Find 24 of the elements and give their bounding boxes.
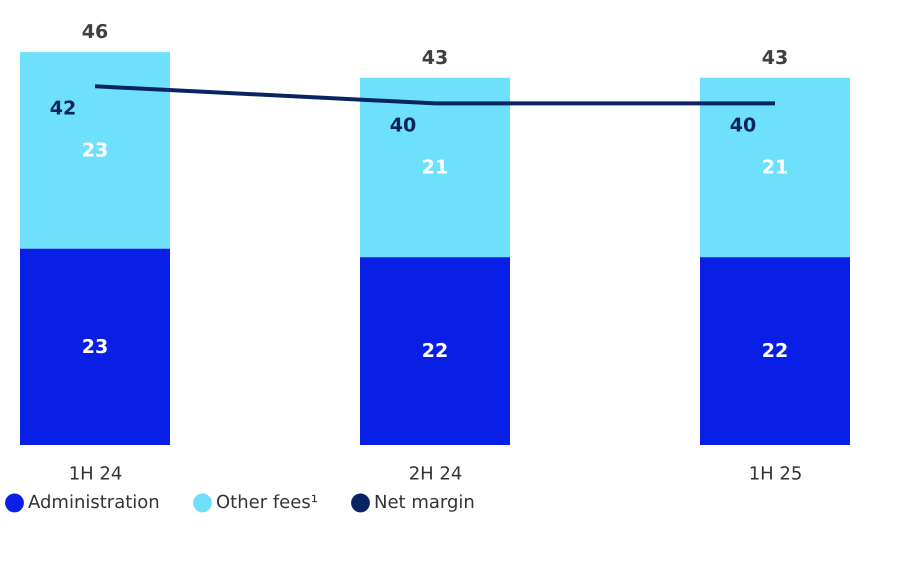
legend-label: Net margin xyxy=(374,492,475,513)
x-tick-label: 1H 25 xyxy=(748,464,802,484)
x-tick-label: 1H 24 xyxy=(68,464,122,484)
data-label: 40 xyxy=(390,114,416,136)
bar xyxy=(20,52,170,249)
legend-label: Other fees¹ xyxy=(216,492,318,513)
bar xyxy=(700,78,850,258)
bar xyxy=(360,78,510,258)
data-label: 42 xyxy=(50,97,76,120)
data-label: 22 xyxy=(762,340,788,362)
total-label: 43 xyxy=(762,46,788,69)
data-label: 23 xyxy=(82,336,108,358)
data-label: 23 xyxy=(82,139,108,162)
bar xyxy=(20,248,170,445)
bar xyxy=(700,257,850,445)
data-label: 40 xyxy=(730,114,756,136)
data-label: 21 xyxy=(762,156,788,178)
total-label: 46 xyxy=(82,21,108,44)
data-label: 21 xyxy=(422,156,448,178)
bar xyxy=(360,257,510,445)
x-tick-label: 2H 24 xyxy=(408,464,462,484)
legend-label: Administration xyxy=(28,492,160,513)
data-label: 22 xyxy=(422,340,448,362)
total-label: 43 xyxy=(422,46,448,69)
